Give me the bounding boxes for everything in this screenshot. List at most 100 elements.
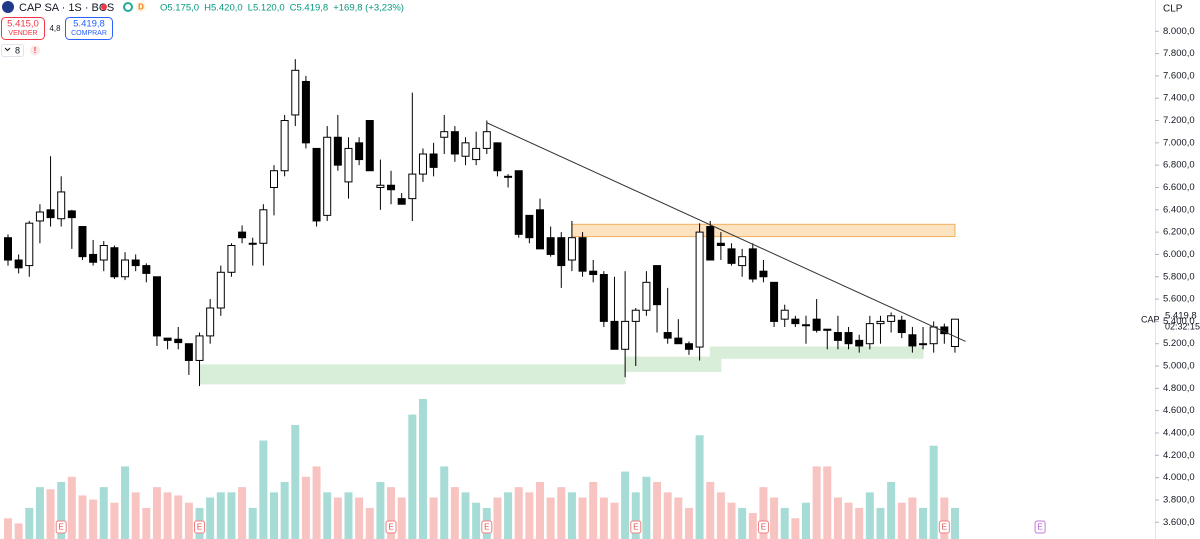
volume-bar bbox=[387, 487, 396, 539]
candle-body bbox=[184, 343, 193, 361]
y-tick-label: 5.600,0 bbox=[1163, 294, 1195, 305]
candle-body bbox=[461, 142, 470, 157]
y-tick-label: 6.600,0 bbox=[1163, 182, 1195, 193]
symbol-title: CAP SA · 1S · BCS bbox=[19, 2, 114, 14]
candle-body bbox=[621, 320, 630, 350]
candle-body bbox=[142, 265, 151, 274]
price-pane bbox=[4, 59, 959, 387]
volume-bar bbox=[876, 507, 885, 539]
candle-body bbox=[387, 184, 396, 191]
candle-body bbox=[248, 242, 257, 245]
candle-body bbox=[450, 131, 459, 155]
candle-body bbox=[365, 120, 374, 172]
volume-bar bbox=[514, 487, 523, 539]
volume-bar bbox=[142, 507, 151, 539]
event-marker bbox=[1034, 520, 1046, 534]
volume-bar bbox=[110, 502, 119, 539]
y-tick-label: 7.200,0 bbox=[1163, 115, 1195, 126]
y-tick-label: 8.000,0 bbox=[1163, 26, 1195, 37]
candle-body bbox=[855, 339, 864, 347]
candle-body bbox=[57, 191, 66, 220]
sell-price: 5.415,0 bbox=[7, 19, 39, 30]
candle-body bbox=[642, 281, 651, 311]
y-tick-label: 5.400,0 bbox=[1163, 316, 1195, 327]
candle-body bbox=[631, 309, 640, 322]
logo bbox=[2, 1, 14, 13]
delay-letter: D bbox=[138, 3, 144, 12]
volume-bar bbox=[472, 502, 481, 539]
y-tick-label: 6.800,0 bbox=[1163, 160, 1195, 171]
candle-body bbox=[227, 245, 236, 273]
candle-body bbox=[908, 334, 917, 347]
candle-body bbox=[514, 170, 523, 235]
volume-bar bbox=[259, 440, 268, 539]
volume-bar bbox=[397, 497, 406, 539]
candle-body bbox=[238, 231, 247, 239]
volume-bar bbox=[280, 481, 289, 539]
volume-bar bbox=[238, 487, 247, 539]
volume-bar bbox=[716, 492, 725, 539]
volume-bar bbox=[663, 492, 672, 539]
volume-bar bbox=[504, 492, 513, 539]
volume-bar bbox=[46, 489, 55, 539]
candle-body bbox=[482, 131, 491, 149]
y-tick-label: 5.000,0 bbox=[1163, 361, 1195, 372]
candle-body bbox=[89, 253, 98, 263]
volume-bar bbox=[227, 492, 236, 539]
candle-body bbox=[67, 210, 76, 219]
candle-body bbox=[131, 259, 140, 267]
buy-price: 5.419,8 bbox=[73, 19, 105, 30]
volume-bar bbox=[621, 471, 630, 539]
volume-bar bbox=[578, 497, 587, 539]
volume-bar bbox=[25, 507, 34, 539]
candle-body bbox=[610, 320, 619, 350]
candle-body bbox=[14, 259, 23, 269]
volume-bar bbox=[695, 435, 704, 539]
candle-body bbox=[557, 237, 566, 267]
candle-body bbox=[110, 247, 119, 278]
volume-bar bbox=[546, 497, 555, 539]
candle-body bbox=[919, 343, 928, 346]
volume-bar bbox=[4, 518, 12, 539]
candle-body bbox=[865, 323, 874, 345]
candle-body bbox=[695, 231, 704, 348]
event-marker bbox=[757, 520, 769, 534]
y-tick-label: 6.200,0 bbox=[1163, 227, 1195, 238]
volume-bar bbox=[631, 492, 640, 539]
ohlc-value: H5.420,0 bbox=[204, 3, 243, 14]
candle-body bbox=[418, 153, 427, 175]
candle-body bbox=[727, 248, 736, 264]
candle-body bbox=[344, 147, 353, 183]
volume-bar bbox=[780, 507, 789, 539]
volume-bar bbox=[174, 495, 183, 539]
y-tick-label: 3.600,0 bbox=[1163, 517, 1195, 528]
last-price: 5.419,8 bbox=[1165, 311, 1197, 322]
ohlc-value: +169,8 (+3,23%) bbox=[333, 3, 404, 14]
ohlc-value: C5.419,8 bbox=[290, 3, 329, 14]
countdown: 02:32:15 bbox=[1165, 322, 1200, 332]
volume-bar bbox=[121, 466, 130, 539]
volume-bar bbox=[57, 481, 66, 539]
event-label: E bbox=[484, 523, 489, 532]
volume-bar bbox=[355, 497, 364, 539]
candle-body bbox=[802, 324, 810, 327]
volume-bar bbox=[376, 481, 385, 539]
candle-body bbox=[301, 80, 310, 144]
market-status bbox=[123, 2, 133, 12]
ohlc-value: O5.175,0 bbox=[160, 3, 199, 14]
candle-body bbox=[897, 319, 906, 334]
volume-bar bbox=[152, 487, 161, 539]
sell-button[interactable] bbox=[1, 17, 45, 40]
event-label: E bbox=[1037, 523, 1042, 532]
volume-bar bbox=[823, 466, 832, 539]
indicators-toggle[interactable] bbox=[1, 44, 24, 57]
volume-bar bbox=[493, 497, 502, 539]
candle-body bbox=[472, 147, 481, 161]
volume-bar bbox=[67, 476, 76, 539]
volume-bar bbox=[248, 507, 257, 539]
candle-body bbox=[770, 281, 779, 322]
buy-button[interactable] bbox=[65, 17, 113, 40]
y-tick-label: 7.600,0 bbox=[1163, 70, 1195, 81]
